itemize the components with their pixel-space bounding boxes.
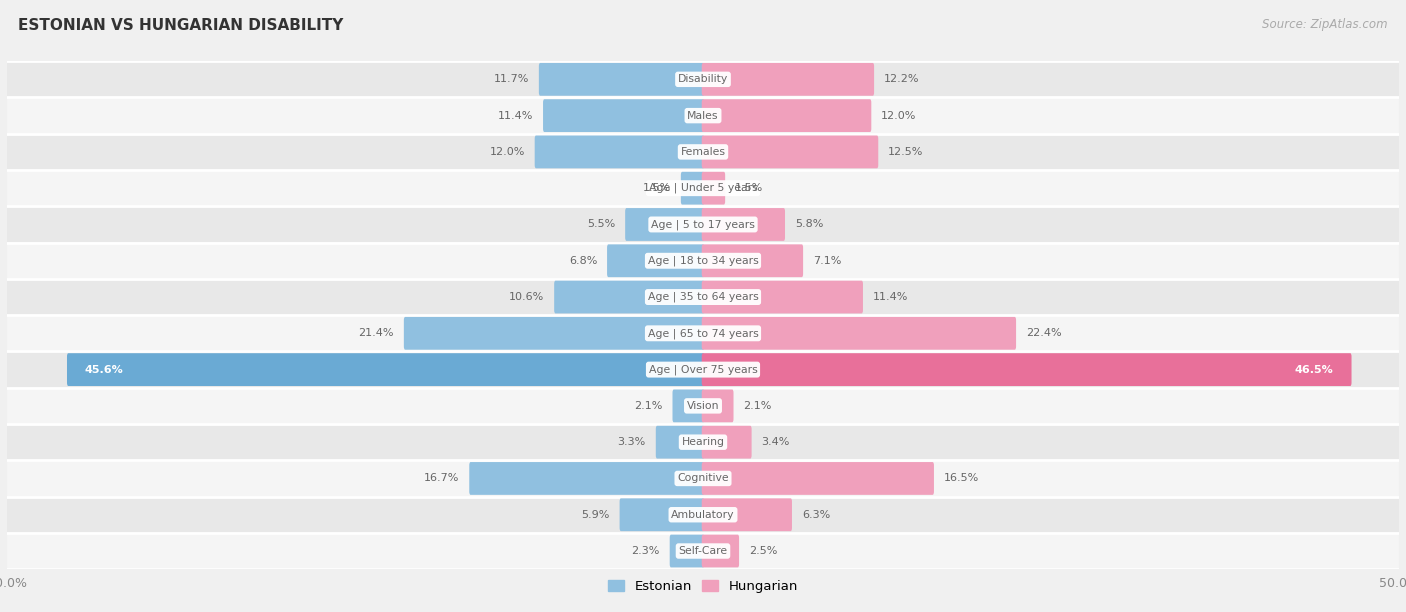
Text: Vision: Vision	[686, 401, 720, 411]
FancyBboxPatch shape	[7, 460, 1399, 496]
Text: 22.4%: 22.4%	[1026, 328, 1062, 338]
FancyBboxPatch shape	[655, 426, 704, 458]
FancyBboxPatch shape	[702, 426, 752, 458]
Text: Age | 65 to 74 years: Age | 65 to 74 years	[648, 328, 758, 338]
Text: 2.1%: 2.1%	[744, 401, 772, 411]
FancyBboxPatch shape	[702, 498, 792, 531]
FancyBboxPatch shape	[626, 208, 704, 241]
FancyBboxPatch shape	[702, 63, 875, 95]
FancyBboxPatch shape	[7, 97, 1399, 134]
FancyBboxPatch shape	[543, 99, 704, 132]
FancyBboxPatch shape	[669, 535, 704, 567]
FancyBboxPatch shape	[534, 135, 704, 168]
FancyBboxPatch shape	[702, 172, 725, 204]
FancyBboxPatch shape	[554, 281, 704, 313]
Text: 12.0%: 12.0%	[489, 147, 524, 157]
Text: Females: Females	[681, 147, 725, 157]
Text: 7.1%: 7.1%	[813, 256, 841, 266]
Text: 6.3%: 6.3%	[801, 510, 830, 520]
FancyBboxPatch shape	[702, 208, 785, 241]
Text: 12.5%: 12.5%	[889, 147, 924, 157]
FancyBboxPatch shape	[7, 496, 1399, 533]
Text: 11.4%: 11.4%	[873, 292, 908, 302]
Text: 2.3%: 2.3%	[631, 546, 659, 556]
Text: Source: ZipAtlas.com: Source: ZipAtlas.com	[1263, 18, 1388, 31]
FancyBboxPatch shape	[702, 535, 740, 567]
FancyBboxPatch shape	[7, 533, 1399, 569]
FancyBboxPatch shape	[702, 389, 734, 422]
FancyBboxPatch shape	[672, 389, 704, 422]
Text: 21.4%: 21.4%	[359, 328, 394, 338]
FancyBboxPatch shape	[67, 353, 704, 386]
FancyBboxPatch shape	[7, 424, 1399, 460]
Text: 11.4%: 11.4%	[498, 111, 533, 121]
Text: 12.0%: 12.0%	[882, 111, 917, 121]
FancyBboxPatch shape	[702, 462, 934, 495]
FancyBboxPatch shape	[702, 244, 803, 277]
FancyBboxPatch shape	[702, 99, 872, 132]
FancyBboxPatch shape	[7, 61, 1399, 97]
Text: 2.5%: 2.5%	[749, 546, 778, 556]
Text: 12.2%: 12.2%	[884, 74, 920, 84]
FancyBboxPatch shape	[702, 135, 879, 168]
Text: 2.1%: 2.1%	[634, 401, 662, 411]
FancyBboxPatch shape	[7, 134, 1399, 170]
Text: 5.8%: 5.8%	[794, 220, 824, 230]
Text: 11.7%: 11.7%	[494, 74, 529, 84]
FancyBboxPatch shape	[702, 353, 1351, 386]
FancyBboxPatch shape	[470, 462, 704, 495]
Text: 16.7%: 16.7%	[425, 474, 460, 483]
Text: Age | 35 to 64 years: Age | 35 to 64 years	[648, 292, 758, 302]
Text: 1.5%: 1.5%	[643, 183, 671, 193]
FancyBboxPatch shape	[7, 388, 1399, 424]
Text: Hearing: Hearing	[682, 437, 724, 447]
Text: 3.3%: 3.3%	[617, 437, 645, 447]
Text: 5.9%: 5.9%	[581, 510, 610, 520]
FancyBboxPatch shape	[404, 317, 704, 349]
Text: ESTONIAN VS HUNGARIAN DISABILITY: ESTONIAN VS HUNGARIAN DISABILITY	[18, 18, 343, 34]
Text: Age | Over 75 years: Age | Over 75 years	[648, 364, 758, 375]
FancyBboxPatch shape	[702, 281, 863, 313]
FancyBboxPatch shape	[702, 317, 1017, 349]
Text: 46.5%: 46.5%	[1295, 365, 1333, 375]
Text: Age | 5 to 17 years: Age | 5 to 17 years	[651, 219, 755, 230]
Text: Males: Males	[688, 111, 718, 121]
FancyBboxPatch shape	[7, 242, 1399, 279]
FancyBboxPatch shape	[7, 170, 1399, 206]
Text: 6.8%: 6.8%	[569, 256, 598, 266]
Legend: Estonian, Hungarian: Estonian, Hungarian	[603, 575, 803, 598]
FancyBboxPatch shape	[7, 279, 1399, 315]
Text: Disability: Disability	[678, 74, 728, 84]
Text: 16.5%: 16.5%	[943, 474, 979, 483]
Text: 10.6%: 10.6%	[509, 292, 544, 302]
FancyBboxPatch shape	[681, 172, 704, 204]
Text: Self-Care: Self-Care	[679, 546, 727, 556]
Text: Age | 18 to 34 years: Age | 18 to 34 years	[648, 255, 758, 266]
FancyBboxPatch shape	[7, 351, 1399, 388]
Text: 45.6%: 45.6%	[84, 365, 124, 375]
Text: Cognitive: Cognitive	[678, 474, 728, 483]
FancyBboxPatch shape	[607, 244, 704, 277]
Text: 5.5%: 5.5%	[588, 220, 616, 230]
Text: 3.4%: 3.4%	[762, 437, 790, 447]
Text: Age | Under 5 years: Age | Under 5 years	[648, 183, 758, 193]
FancyBboxPatch shape	[620, 498, 704, 531]
FancyBboxPatch shape	[7, 206, 1399, 242]
Text: 1.5%: 1.5%	[735, 183, 763, 193]
FancyBboxPatch shape	[7, 315, 1399, 351]
FancyBboxPatch shape	[538, 63, 704, 95]
Text: Ambulatory: Ambulatory	[671, 510, 735, 520]
